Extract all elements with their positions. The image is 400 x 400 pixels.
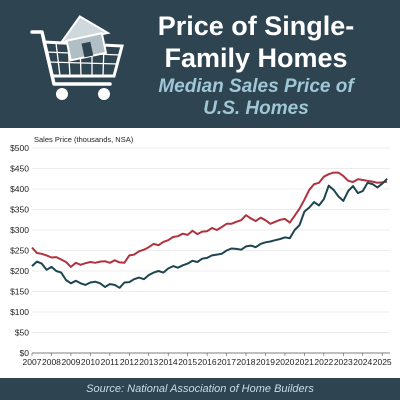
y-tick-label: $500	[10, 143, 29, 153]
series-lines	[31, 171, 388, 289]
subtitle-line-1: Median Sales Price of	[158, 76, 354, 97]
x-tick-label: 2013	[139, 357, 158, 367]
y-tick-label: $200	[10, 266, 29, 276]
y-tick-label: $300	[10, 225, 29, 235]
x-tick-label: 2018	[237, 357, 256, 367]
x-tick-label: 2010	[81, 357, 100, 367]
y-tick-label: $400	[10, 184, 29, 194]
y-axis-title: Sales Price (thousands, NSA)	[34, 135, 134, 144]
x-tick-label: 2025	[373, 357, 392, 367]
x-tick-label: 2024	[353, 357, 372, 367]
x-tick-label: 2009	[61, 357, 80, 367]
x-tick-label: 2019	[256, 357, 275, 367]
y-tick-label: $100	[10, 307, 29, 317]
page-subtitle: Median Sales Price of U.S. Homes	[122, 76, 390, 120]
x-tick-label: 2015	[178, 357, 197, 367]
x-tick-label: 2008	[42, 357, 61, 367]
x-tick-label: 2023	[334, 357, 353, 367]
x-tick-label: 2017	[217, 357, 236, 367]
price-chart: $0 $50 $100 $150 $200 $250 $300 $350 $400 $450 $50…	[0, 128, 400, 378]
y-tick-label: $50	[15, 328, 29, 338]
x-tick-label: 2022	[314, 357, 333, 367]
x-tick-label: 2016	[198, 357, 217, 367]
y-tick-label: $350	[10, 205, 29, 215]
line-chart: $0 $50 $100 $150 $200 $250 $300 $350 $400 $450 $50…	[10, 135, 392, 367]
series-line-2	[31, 178, 388, 289]
y-tick-label: $0	[20, 348, 30, 358]
header-banner: Price of Single- Family Homes Median Sal…	[0, 0, 400, 128]
x-tick-label: 2012	[120, 357, 139, 367]
y-tick-label: $450	[10, 164, 29, 174]
subtitle-line-2: U.S. Homes	[203, 98, 309, 119]
footer-banner: Source: National Association of Home Bui…	[0, 378, 400, 400]
gridlines	[32, 147, 390, 354]
page-title: Price of Single- Family Homes	[122, 10, 390, 74]
title-line-2: Family Homes	[164, 43, 348, 73]
source-note: Source: National Association of Home Bui…	[86, 383, 314, 395]
y-tick-label: $250	[10, 246, 29, 256]
title-line-1: Price of Single-	[157, 11, 355, 41]
x-tick-label: 2021	[295, 357, 314, 367]
series-line-1	[31, 171, 388, 268]
x-tick-label: 2020	[275, 357, 294, 367]
x-axis-ticks: 2007 2008 2009 2010 2011 2012 2013 2014 2015 2016…	[23, 353, 392, 367]
x-tick-label: 2011	[101, 357, 120, 367]
shopping-cart-with-house-icon	[30, 15, 124, 100]
y-axis-ticks: $0 $50 $100 $150 $200 $250 $300 $350 $400 $450 $50…	[10, 143, 29, 358]
x-tick-label: 2007	[23, 357, 42, 367]
x-tick-label: 2014	[159, 357, 178, 367]
y-tick-label: $150	[10, 287, 29, 297]
